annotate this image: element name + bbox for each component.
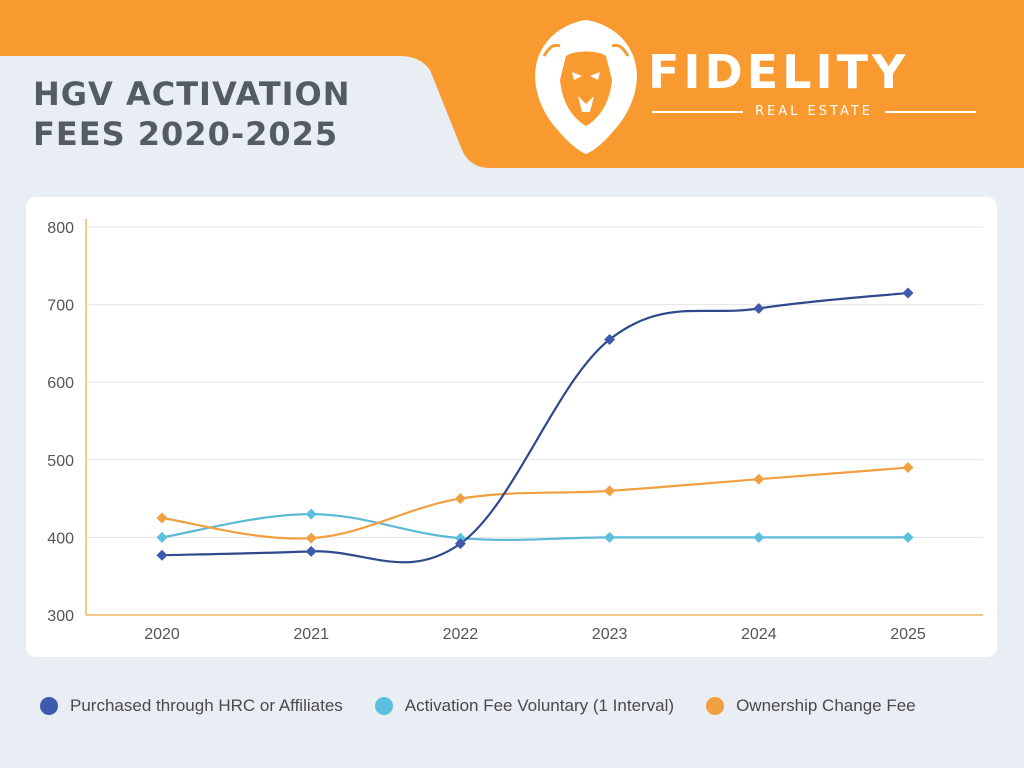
x-tick-label: 2020 xyxy=(144,626,180,643)
legend-label: Activation Fee Voluntary (1 Interval) xyxy=(404,696,675,715)
y-tick-label: 700 xyxy=(47,298,74,315)
y-tick-label: 500 xyxy=(47,453,74,470)
legend-swatch xyxy=(706,697,725,715)
y-tick-label: 600 xyxy=(47,375,74,392)
data-point-series-1 xyxy=(156,531,168,543)
line-chart: 300 400 500 600 700 800 2020 2021 2022 2023 2024 20… xyxy=(47,219,983,643)
series-line-0 xyxy=(161,291,909,564)
data-point-series-0 xyxy=(305,545,317,557)
y-tick-label: 300 xyxy=(47,608,74,625)
data-point-series-0 xyxy=(902,287,914,299)
brand-sub-text: REAL ESTATE xyxy=(755,104,873,119)
title-line-1: HGV ACTIVATION xyxy=(33,75,351,113)
data-point-series-2 xyxy=(305,532,317,544)
brand-rule-right xyxy=(884,110,977,113)
data-point-series-1 xyxy=(305,508,317,520)
series-line-2 xyxy=(161,466,909,540)
legend-label: Ownership Change Fee xyxy=(736,696,916,715)
orange-banner xyxy=(0,0,1024,168)
series-line-1 xyxy=(161,513,908,541)
page-title: HGV ACTIVATION FEES 2020-2025 xyxy=(33,74,351,154)
x-tick-label: 2024 xyxy=(741,626,777,643)
data-point-series-2 xyxy=(156,512,168,524)
data-point-series-1 xyxy=(902,531,914,543)
data-point-series-2 xyxy=(604,485,616,497)
legend-swatch xyxy=(374,697,393,715)
brand-name: FIDELITY xyxy=(648,45,910,99)
data-point-series-1 xyxy=(604,531,616,543)
legend-item: Purchased through HRC or Affiliates xyxy=(40,696,343,716)
x-tick-label: 2021 xyxy=(293,626,329,643)
data-point-series-0 xyxy=(454,538,466,550)
chart-legend: Purchased through HRC or Affiliates Activ… xyxy=(40,696,1000,716)
chart-card: 300 400 500 600 700 800 2020 2021 2022 2023 2024 20… xyxy=(26,197,997,657)
data-point-series-0 xyxy=(156,549,168,561)
data-point-series-2 xyxy=(902,462,914,474)
x-tick-label: 2023 xyxy=(592,626,628,643)
brand-rule-left xyxy=(652,110,744,113)
title-line-2: FEES 2020-2025 xyxy=(33,115,339,153)
header-banner xyxy=(0,0,1024,168)
data-point-series-2 xyxy=(753,473,765,485)
x-tick-label: 2022 xyxy=(443,626,479,643)
data-point-series-0 xyxy=(604,334,616,346)
data-point-series-1 xyxy=(753,531,765,543)
legend-item: Ownership Change Fee xyxy=(706,696,916,716)
lion-head-icon xyxy=(535,20,637,154)
x-tick-label: 2025 xyxy=(890,626,926,643)
legend-label: Purchased through HRC or Affiliates xyxy=(70,696,343,715)
brand-subtitle: REAL ESTATE xyxy=(652,104,977,119)
data-point-series-0 xyxy=(753,302,765,314)
legend-item: Activation Fee Voluntary (1 Interval) xyxy=(374,696,675,716)
y-tick-label: 400 xyxy=(47,530,74,547)
y-tick-label: 800 xyxy=(47,220,74,237)
legend-swatch xyxy=(40,697,58,715)
data-point-series-2 xyxy=(454,493,466,505)
